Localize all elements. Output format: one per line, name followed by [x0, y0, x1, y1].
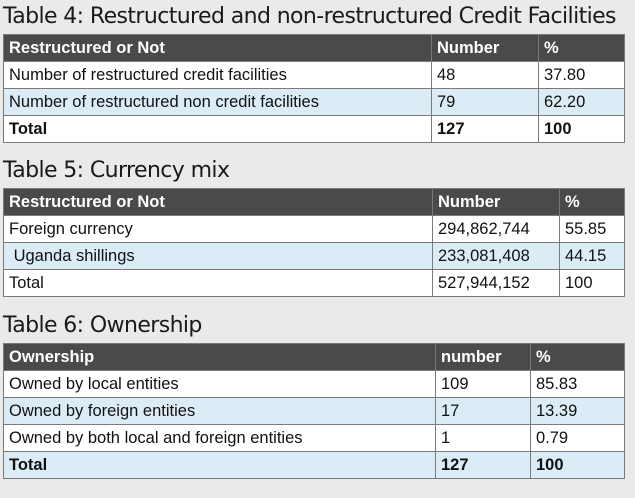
- table-4-title: Table 4: Restructured and non-restructur…: [3, 4, 617, 29]
- table-cell: Owned by foreign entities: [3, 397, 436, 425]
- table-header-row: Restructured or Not Number %: [3, 188, 625, 216]
- column-header: Restructured or Not: [3, 188, 433, 216]
- table-cell: 127: [431, 115, 539, 143]
- table-cell: 233,081,408: [432, 242, 560, 270]
- table-cell: Number of restructured non credit facili…: [3, 88, 432, 116]
- column-header: %: [538, 34, 625, 62]
- table-cell: 85.83: [530, 370, 625, 398]
- table-cell: Total: [3, 269, 433, 297]
- table-cell: Uganda shillings: [3, 242, 433, 270]
- table-cell: 17: [435, 397, 531, 425]
- table-cell: Number of restructured credit facilities: [3, 61, 432, 89]
- table-cell: 109: [435, 370, 531, 398]
- table-6-title: Table 6: Ownership: [3, 313, 202, 338]
- table-5: Restructured or Not Number % Foreign cur…: [3, 188, 625, 297]
- table-row: Owned by both local and foreign entities…: [3, 424, 625, 452]
- table-cell: 127: [435, 451, 531, 479]
- table-cell: Foreign currency: [3, 215, 433, 243]
- table-cell: Total: [3, 115, 432, 143]
- table-header-row: Ownership number %: [3, 343, 625, 371]
- table-cell: 100: [530, 451, 625, 479]
- table-5-title: Table 5: Currency mix: [3, 158, 230, 183]
- table-total-row: Total 127 100: [3, 451, 625, 479]
- table-row: Foreign currency 294,862,744 55.85: [3, 215, 625, 243]
- table-cell: 100: [538, 115, 625, 143]
- table-total-row: Total 127 100: [3, 115, 625, 143]
- table-cell: 48: [431, 61, 539, 89]
- table-cell: Total: [3, 451, 436, 479]
- table-row: Owned by foreign entities 17 13.39: [3, 397, 625, 425]
- column-header: Number: [432, 188, 560, 216]
- table-6: Ownership number % Owned by local entiti…: [3, 343, 625, 479]
- table-cell: Owned by both local and foreign entities: [3, 424, 436, 452]
- table-cell: 0.79: [530, 424, 625, 452]
- column-header: Ownership: [3, 343, 436, 371]
- table-total-row: Total 527,944,152 100: [3, 269, 625, 297]
- table-cell: 62.20: [538, 88, 625, 116]
- column-header: Number: [431, 34, 539, 62]
- table-cell: 13.39: [530, 397, 625, 425]
- table-cell: 527,944,152: [432, 269, 560, 297]
- table-row: Number of restructured non credit facili…: [3, 88, 625, 116]
- table-cell: 79: [431, 88, 539, 116]
- table-row: Uganda shillings 233,081,408 44.15: [3, 242, 625, 270]
- table-header-row: Restructured or Not Number %: [3, 34, 625, 62]
- table-row: Number of restructured credit facilities…: [3, 61, 625, 89]
- table-cell: 100: [559, 269, 625, 297]
- table-cell: 294,862,744: [432, 215, 560, 243]
- column-header: Restructured or Not: [3, 34, 432, 62]
- table-row: Owned by local entities 109 85.83: [3, 370, 625, 398]
- table-cell: 44.15: [559, 242, 625, 270]
- column-header: %: [530, 343, 625, 371]
- table-cell: 1: [435, 424, 531, 452]
- column-header: number: [435, 343, 531, 371]
- table-cell: 55.85: [559, 215, 625, 243]
- table-4: Restructured or Not Number % Number of r…: [3, 34, 625, 143]
- table-cell: 37.80: [538, 61, 625, 89]
- column-header: %: [559, 188, 625, 216]
- table-cell: Owned by local entities: [3, 370, 436, 398]
